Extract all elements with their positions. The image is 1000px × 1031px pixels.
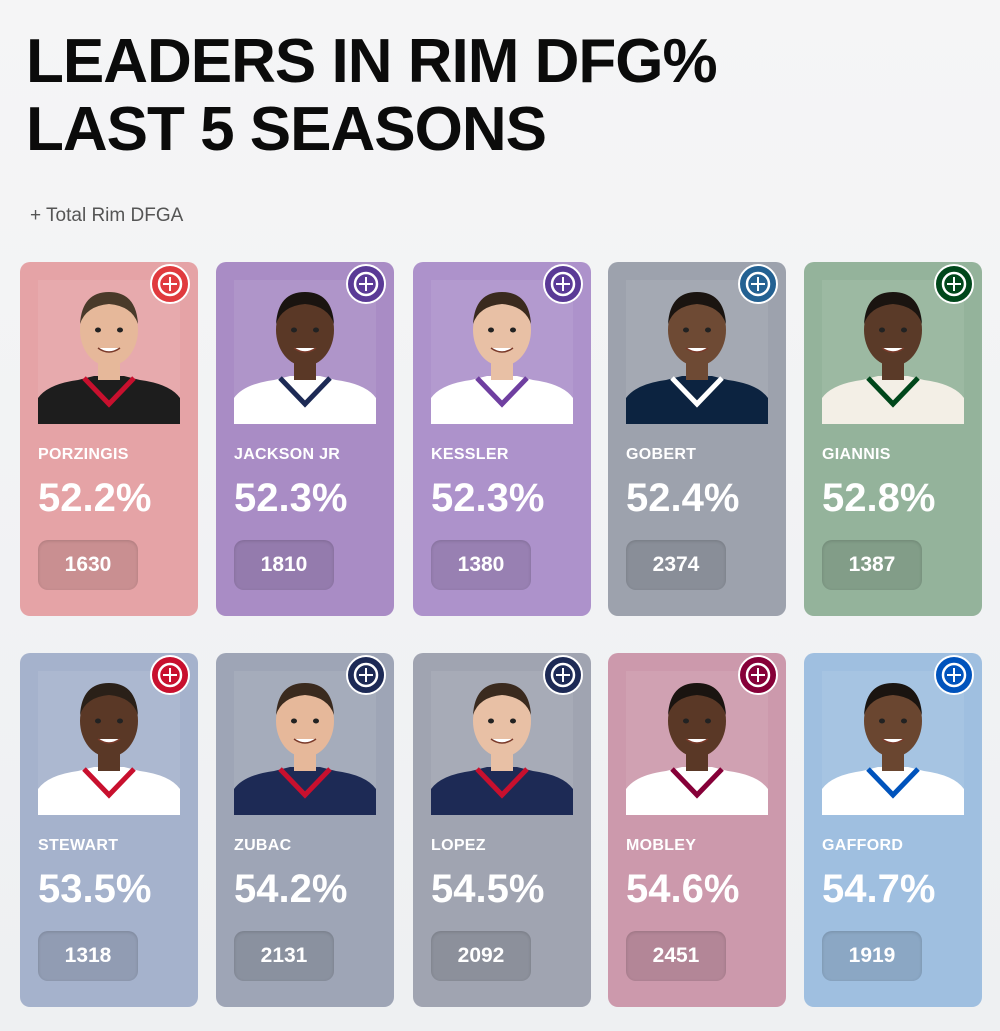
subtitle: + Total Rim DFGA xyxy=(30,205,184,226)
player-name: KESSLER xyxy=(431,446,509,463)
player-card-giannis: GIANNIS 52.8% 1387 xyxy=(804,262,982,616)
total-rim-dfga-badge: 2374 xyxy=(626,540,726,590)
total-rim-dfga-badge: 2131 xyxy=(234,931,334,981)
player-photo xyxy=(234,280,376,424)
cavaliers-logo-icon xyxy=(738,655,778,695)
clippers-logo-icon xyxy=(543,655,583,695)
player-name: LOPEZ xyxy=(431,837,486,854)
rim-dfg-percentage: 53.5% xyxy=(38,867,152,911)
clippers-logo-icon xyxy=(346,655,386,695)
rim-dfg-percentage: 52.4% xyxy=(626,476,740,520)
player-photo xyxy=(431,280,573,424)
player-card-kessler: KESSLER 52.3% 1380 xyxy=(413,262,591,616)
page-title: LEADERS IN RIM DFG% LAST 5 SEASONS xyxy=(26,27,718,164)
player-name: JACKSON JR xyxy=(234,446,341,463)
rim-dfg-percentage: 54.2% xyxy=(234,867,348,911)
jazz-logo-icon xyxy=(346,264,386,304)
player-card-stewart: STEWART 53.5% 1318 xyxy=(20,653,198,1007)
rim-dfg-percentage: 52.8% xyxy=(822,476,936,520)
player-name: MOBLEY xyxy=(626,837,697,854)
jazz-logo-icon xyxy=(543,264,583,304)
bucks-logo-icon xyxy=(934,264,974,304)
total-rim-dfga-badge: 1380 xyxy=(431,540,531,590)
pistons-logo-icon xyxy=(150,655,190,695)
mavericks-logo-icon xyxy=(934,655,974,695)
total-rim-dfga-badge: 1387 xyxy=(822,540,922,590)
player-card-jackson-jr: JACKSON JR 52.3% 1810 xyxy=(216,262,394,616)
title-line-2: LAST 5 SEASONS xyxy=(26,95,547,164)
title-line-1: LEADERS IN RIM DFG% xyxy=(26,27,718,96)
player-card-gobert: GOBERT 52.4% 2374 xyxy=(608,262,786,616)
total-rim-dfga-badge: 1919 xyxy=(822,931,922,981)
player-name: STEWART xyxy=(38,837,119,854)
player-photo xyxy=(822,671,964,815)
player-name: GAFFORD xyxy=(822,837,904,854)
player-card-lopez: LOPEZ 54.5% 2092 xyxy=(413,653,591,1007)
player-photo xyxy=(38,280,180,424)
timberwolves-logo-icon xyxy=(738,264,778,304)
rim-dfg-percentage: 52.3% xyxy=(234,476,348,520)
total-rim-dfga-badge: 1630 xyxy=(38,540,138,590)
player-card-mobley: MOBLEY 54.6% 2451 xyxy=(608,653,786,1007)
player-photo xyxy=(234,671,376,815)
player-photo xyxy=(626,280,768,424)
rim-dfg-percentage: 52.2% xyxy=(38,476,152,520)
player-card-zubac: ZUBAC 54.2% 2131 xyxy=(216,653,394,1007)
total-rim-dfga-badge: 2451 xyxy=(626,931,726,981)
rim-dfg-percentage: 54.5% xyxy=(431,867,545,911)
rim-dfg-percentage: 54.6% xyxy=(626,867,740,911)
player-card-gafford: GAFFORD 54.7% 1919 xyxy=(804,653,982,1007)
player-photo xyxy=(822,280,964,424)
player-name: GOBERT xyxy=(626,446,697,463)
player-photo xyxy=(431,671,573,815)
total-rim-dfga-badge: 1318 xyxy=(38,931,138,981)
hawks-logo-icon xyxy=(150,264,190,304)
rim-dfg-percentage: 54.7% xyxy=(822,867,936,911)
player-name: ZUBAC xyxy=(234,837,292,854)
player-card-porzingis: PORZINGIS 52.2% 1630 xyxy=(20,262,198,616)
total-rim-dfga-badge: 2092 xyxy=(431,931,531,981)
player-name: PORZINGIS xyxy=(38,446,129,463)
player-photo xyxy=(38,671,180,815)
player-card-grid: PORZINGIS 52.2% 1630 JACKSON JR 52.3% 1810 KES… xyxy=(20,262,982,1007)
total-rim-dfga-badge: 1810 xyxy=(234,540,334,590)
player-name: GIANNIS xyxy=(822,446,891,463)
rim-dfg-percentage: 52.3% xyxy=(431,476,545,520)
player-photo xyxy=(626,671,768,815)
